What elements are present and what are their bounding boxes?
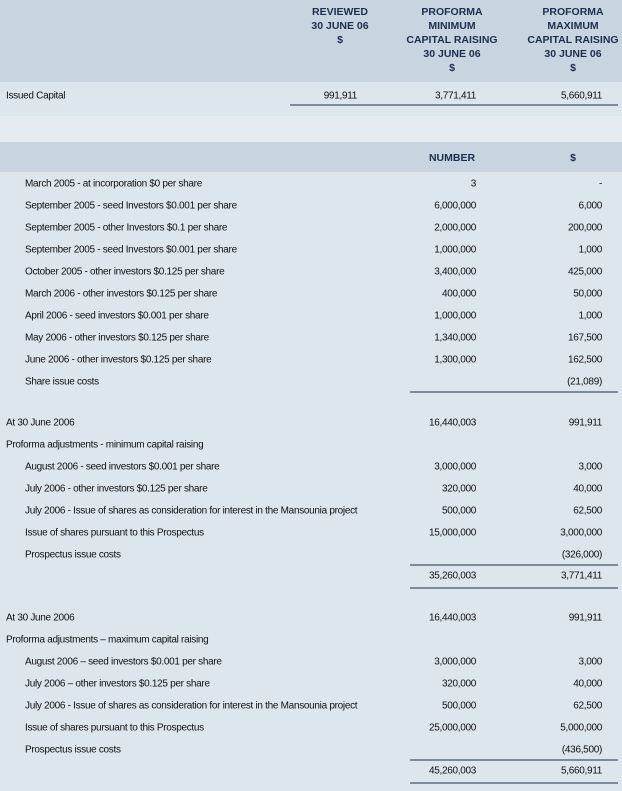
value: 320,000 <box>442 679 477 690</box>
row-label: June 2006 - other investors $0.125 per s… <box>25 355 212 366</box>
value: 62,500 <box>573 701 603 712</box>
value: 500,000 <box>442 701 477 712</box>
value: 3,000,000 <box>560 528 603 539</box>
value: 3,400,000 <box>434 267 477 278</box>
value: 5,000,000 <box>560 723 603 734</box>
column-header: PROFORMA <box>421 6 483 18</box>
value: - <box>599 179 602 190</box>
number-header-band <box>0 142 622 172</box>
value: 16,440,003 <box>429 418 477 429</box>
row-label: July 2006 – other investors $0.125 per s… <box>25 679 210 690</box>
value: 3,000 <box>578 462 602 473</box>
total: 45,260,003 <box>429 766 477 777</box>
value: 1,000 <box>578 311 602 322</box>
value: 5,660,911 <box>561 91 603 102</box>
row-label: July 2006 - other investors $0.125 per s… <box>25 484 208 495</box>
row-label: March 2005 - at incorporation $0 per sha… <box>25 179 203 190</box>
row-label: Issue of shares pursuant to this Prospec… <box>25 528 204 539</box>
value: 1,000 <box>578 245 602 256</box>
value: 991,911 <box>569 613 603 624</box>
value: 3,000,000 <box>434 462 477 473</box>
value: 167,500 <box>568 333 603 344</box>
row-label: Issue of shares pursuant to this Prospec… <box>25 723 204 734</box>
value: 16,440,003 <box>429 613 477 624</box>
section-title: At 30 June 2006 <box>6 613 75 624</box>
row-label: August 2006 – seed investors $0.001 per … <box>25 657 222 668</box>
value: 400,000 <box>442 289 477 300</box>
row-label: Prospectus issue costs <box>25 550 121 561</box>
row-label: July 2006 - Issue of shares as considera… <box>25 506 358 517</box>
spacer-band <box>0 116 622 142</box>
row-label: May 2006 - other investors $0.125 per sh… <box>25 333 210 344</box>
value: 3 <box>471 179 477 190</box>
value: 1,000,000 <box>434 245 477 256</box>
value: 200,000 <box>568 223 603 234</box>
section-subtitle: Proforma adjustments – maximum capital r… <box>6 635 208 646</box>
header-band <box>0 0 622 82</box>
total: 5,660,911 <box>561 766 603 777</box>
row-label: April 2006 - seed investors $0.001 per s… <box>25 311 209 322</box>
value: 1,340,000 <box>434 333 477 344</box>
column-header: $ <box>449 62 455 74</box>
column-header: $ <box>337 34 343 46</box>
column-header: NUMBER <box>429 152 475 164</box>
value: 425,000 <box>568 267 603 278</box>
column-header: MINIMUM <box>428 20 475 32</box>
value: (21,089) <box>567 377 602 388</box>
value: 991,911 <box>569 418 603 429</box>
row-label: Issued Capital <box>6 91 65 102</box>
total: 3,771,411 <box>561 571 603 582</box>
column-header: PROFORMA <box>542 6 604 18</box>
value: 1,300,000 <box>434 355 477 366</box>
value: 40,000 <box>573 679 603 690</box>
value: 991,911 <box>324 91 358 102</box>
column-header: $ <box>570 62 576 74</box>
value: 162,500 <box>568 355 603 366</box>
row-label: September 2005 - seed Investors $0.001 p… <box>25 201 238 212</box>
column-header: MAXIMUM <box>547 20 599 32</box>
value: (326,000) <box>562 550 602 561</box>
column-header: CAPITAL RAISING <box>527 34 618 46</box>
issued-band <box>0 82 622 116</box>
section-title: At 30 June 2006 <box>6 418 75 429</box>
value: 500,000 <box>442 506 477 517</box>
value: 3,771,411 <box>435 91 477 102</box>
total: 35,260,003 <box>429 571 477 582</box>
value: 15,000,000 <box>429 528 477 539</box>
value: 62,500 <box>573 506 603 517</box>
row-label: September 2005 - other Investors $0.1 pe… <box>25 223 228 234</box>
value: 320,000 <box>442 484 477 495</box>
column-header: 30 JUNE 06 <box>544 48 601 60</box>
value: 1,000,000 <box>434 311 477 322</box>
column-header: 30 JUNE 06 <box>423 48 480 60</box>
column-header: REVIEWED <box>312 6 368 18</box>
column-header: 30 JUNE 06 <box>311 20 368 32</box>
value: 3,000,000 <box>434 657 477 668</box>
value: 6,000,000 <box>434 201 477 212</box>
value: 3,000 <box>578 657 602 668</box>
row-label: July 2006 - Issue of shares as considera… <box>25 701 358 712</box>
value: 40,000 <box>573 484 603 495</box>
column-header: CAPITAL RAISING <box>406 34 497 46</box>
row-label: August 2006 - seed investors $0.001 per … <box>25 462 220 473</box>
value: 2,000,000 <box>434 223 477 234</box>
value: 6,000 <box>578 201 602 212</box>
column-header: $ <box>570 152 576 164</box>
row-label: Share issue costs <box>25 377 99 388</box>
value: (436,500) <box>562 745 602 756</box>
row-label: September 2005 - seed Investors $0.001 p… <box>25 245 238 256</box>
section-subtitle: Proforma adjustments - minimum capital r… <box>6 440 203 451</box>
row-label: Prospectus issue costs <box>25 745 121 756</box>
row-label: October 2005 - other investors $0.125 pe… <box>25 267 225 278</box>
value: 50,000 <box>573 289 603 300</box>
row-label: March 2006 - other investors $0.125 per … <box>25 289 218 300</box>
value: 25,000,000 <box>429 723 477 734</box>
